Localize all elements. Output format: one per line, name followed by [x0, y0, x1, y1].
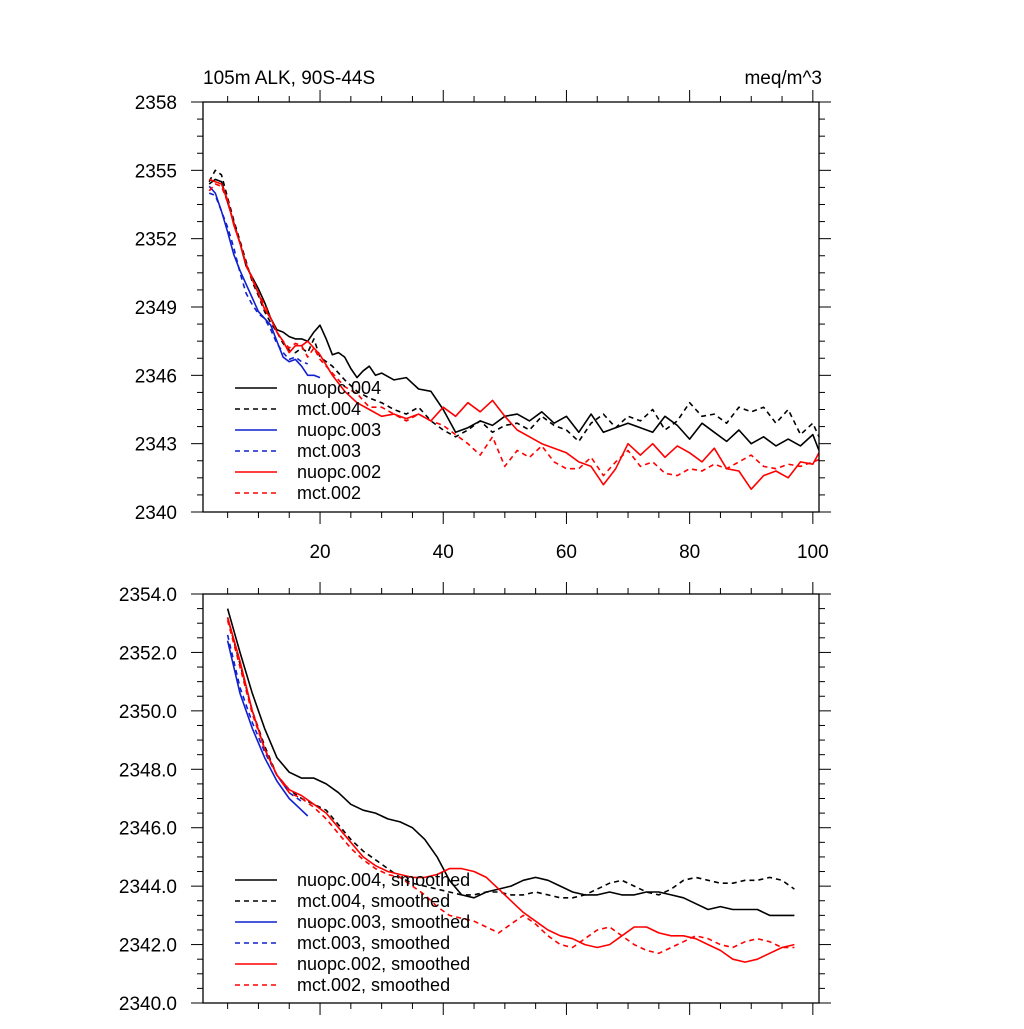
y-tick-label: 2343	[135, 435, 177, 456]
legend-label: nuopc.004, smoothed	[297, 870, 470, 890]
legend-label: nuopc.003, smoothed	[297, 912, 470, 932]
legend-label: mct.004	[297, 399, 361, 419]
y-tick-label: 2358	[135, 93, 177, 114]
y-tick-label: 2355	[135, 161, 177, 182]
series-line-mct-002	[208, 183, 820, 477]
panel-top-title: 105m ALK, 90S-44S	[203, 68, 375, 89]
y-tick-label: 2349	[135, 298, 177, 319]
panel-bottom-series	[226, 608, 795, 963]
y-tick-label: 2352.0	[119, 643, 177, 664]
legend-label: mct.002, smoothed	[297, 975, 450, 995]
legend-label: nuopc.002, smoothed	[297, 954, 470, 974]
y-tick-label: 2344.0	[119, 877, 177, 898]
y-tick-label: 2352	[135, 230, 177, 251]
panel-top: 105m ALK, 90S-44S meq/m^3 23402343234623…	[135, 68, 831, 563]
series-line-mct-003-smoothed	[226, 634, 303, 803]
legend-label: mct.003, smoothed	[297, 933, 450, 953]
legend-label: nuopc.003	[297, 420, 381, 440]
legend-label: mct.004, smoothed	[297, 891, 450, 911]
panel-bottom: 2340.0 2342.0 2344.0 2346.0 2348.0 2350.0 2352…	[119, 582, 831, 1015]
y-tick-label: 2342.0	[119, 936, 177, 957]
y-tick-label: 2340.0	[119, 994, 177, 1015]
x-tick-label: 80	[679, 542, 700, 563]
legend-label: nuopc.004	[297, 378, 381, 398]
panel-top-units: meq/m^3	[744, 68, 822, 89]
y-tick-label: 2340	[135, 503, 177, 524]
y-tick-label: 2346	[135, 366, 177, 387]
x-tick-label: 60	[556, 542, 577, 563]
series-line-mct-002-smoothed	[226, 620, 795, 955]
panel-top-series	[208, 169, 820, 491]
y-tick-label: 2346.0	[119, 819, 177, 840]
y-tick-label: 2350.0	[119, 702, 177, 723]
series-line-nuopc-002-smoothed	[226, 617, 795, 963]
legend-label: mct.002	[297, 483, 361, 503]
x-tick-label: 100	[797, 542, 829, 563]
series-line-mct-003	[208, 192, 308, 365]
legend-label: mct.003	[297, 441, 361, 461]
panel-top-frame	[202, 101, 820, 513]
x-tick-label: 20	[309, 542, 330, 563]
series-line-nuopc-004-smoothed	[226, 608, 795, 917]
series-line-mct-004	[208, 169, 820, 443]
plot-frame	[202, 593, 820, 1004]
plot-frame	[202, 101, 820, 513]
y-tick-label: 2354.0	[119, 585, 177, 606]
panel-top-ticks: 2340 2343 2346 2349 2352 2355 2358 20 40 60 80 100	[135, 90, 831, 563]
series-line-nuopc-003	[208, 185, 321, 379]
series-line-nuopc-003-smoothed	[226, 640, 309, 817]
y-tick-label: 2348.0	[119, 760, 177, 781]
panel-top-legend: nuopc.004mct.004nuopc.003mct.003nuopc.00…	[235, 378, 381, 503]
panel-bottom-ticks: 2340.0 2342.0 2344.0 2346.0 2348.0 2350.0 2352…	[119, 582, 831, 1015]
series-line-mct-004-smoothed	[226, 617, 795, 899]
panel-bottom-frame	[202, 593, 820, 1004]
x-tick-label: 40	[433, 542, 454, 563]
legend-label: nuopc.002	[297, 462, 381, 482]
